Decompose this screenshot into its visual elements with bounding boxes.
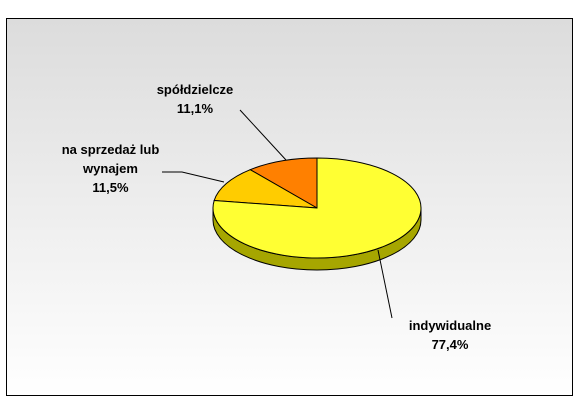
leader-line bbox=[162, 171, 225, 183]
data-label: indywidualne 77,4% bbox=[395, 316, 505, 354]
leader-line bbox=[377, 249, 393, 319]
value-label: 11,1% bbox=[176, 101, 214, 116]
category-label: na sprzedaż lub wynajem bbox=[61, 142, 160, 176]
value-label: 11,5% bbox=[92, 180, 129, 195]
leader-lines bbox=[162, 109, 393, 319]
pie-slice bbox=[213, 169, 318, 209]
data-label: spółdzielcze 11,1% bbox=[135, 80, 255, 118]
category-label: indywidualne bbox=[408, 318, 492, 333]
category-label: spółdzielcze bbox=[156, 82, 234, 97]
leader-line bbox=[239, 109, 287, 161]
pie-slice bbox=[249, 157, 318, 209]
pie bbox=[212, 157, 422, 271]
pie-slice bbox=[212, 157, 422, 259]
value-label: 77,4% bbox=[431, 337, 469, 352]
data-label: na sprzedaż lub wynajem 11,5% bbox=[58, 140, 163, 197]
